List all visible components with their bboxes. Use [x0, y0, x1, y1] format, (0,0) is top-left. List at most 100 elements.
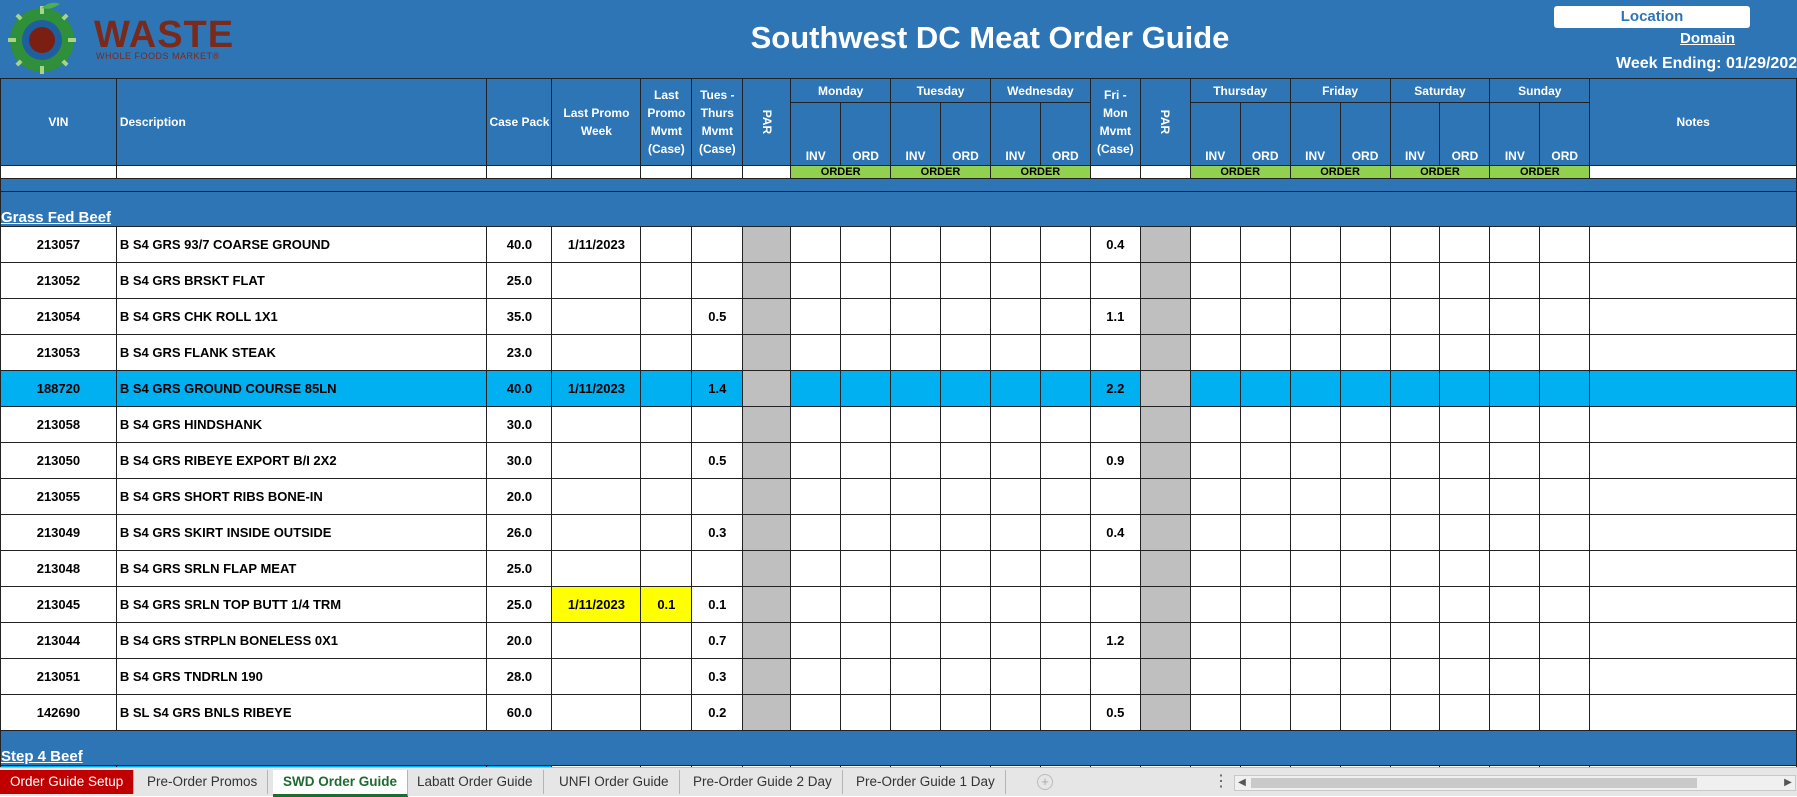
last-promo-mvmt-cell[interactable] — [640, 658, 693, 695]
inv-cell[interactable] — [790, 478, 842, 515]
par-cell[interactable] — [1139, 514, 1191, 551]
ord-cell[interactable] — [1539, 226, 1591, 263]
last-promo-week-cell[interactable]: 1/11/2023 — [551, 226, 642, 263]
ord-cell[interactable] — [1439, 622, 1491, 659]
fri-mon-mvmt-cell[interactable] — [1089, 406, 1141, 443]
ord-cell[interactable] — [1339, 550, 1391, 587]
ord-cell[interactable] — [940, 262, 991, 299]
ord-cell[interactable] — [840, 658, 892, 695]
inv-cell[interactable] — [890, 622, 942, 659]
par-cell[interactable] — [1139, 658, 1191, 695]
inv-cell[interactable] — [790, 694, 842, 731]
ord-cell[interactable] — [840, 406, 892, 443]
case-pack-cell[interactable]: 25.0 — [486, 550, 553, 587]
inv-cell[interactable] — [989, 694, 1041, 731]
ord-cell[interactable] — [1539, 478, 1591, 515]
inv-cell[interactable] — [890, 442, 942, 479]
case-pack-cell[interactable]: 20.0 — [486, 478, 553, 515]
inv-cell[interactable] — [1289, 262, 1341, 299]
notes-cell[interactable] — [1589, 622, 1797, 659]
notes-cell[interactable] — [1589, 406, 1797, 443]
last-promo-mvmt-cell[interactable] — [640, 694, 693, 731]
ord-cell[interactable] — [1339, 406, 1391, 443]
inv-cell[interactable] — [1189, 262, 1241, 299]
inv-cell[interactable] — [1289, 406, 1341, 443]
inv-cell[interactable] — [1389, 478, 1441, 515]
ord-cell[interactable] — [1339, 442, 1391, 479]
ord-cell[interactable] — [1239, 694, 1291, 731]
table-row[interactable]: 213045 B S4 GRS SRLN TOP BUTT 1/4 TRM 25.0… — [0, 586, 1797, 623]
notes-cell[interactable] — [1589, 694, 1797, 731]
ord-cell[interactable] — [1439, 478, 1491, 515]
inv-cell[interactable] — [1189, 442, 1241, 479]
table-row[interactable]: 213055 B S4 GRS SHORT RIBS BONE-IN 20.0 — [0, 478, 1797, 515]
inv-cell[interactable] — [890, 478, 942, 515]
ord-cell[interactable] — [1239, 334, 1291, 371]
inv-cell[interactable] — [1289, 478, 1341, 515]
vin-cell[interactable]: 213055 — [0, 478, 117, 515]
ord-cell[interactable] — [1039, 550, 1091, 587]
inv-cell[interactable] — [1289, 694, 1341, 731]
table-row[interactable]: 213058 B S4 GRS HINDSHANK 30.0 — [0, 406, 1797, 443]
table-row[interactable]: 213051 B S4 GRS TNDRLN 190 28.0 0.3 — [0, 658, 1797, 695]
inv-cell[interactable] — [989, 370, 1041, 407]
vin-cell[interactable]: 213052 — [0, 262, 117, 299]
inv-cell[interactable] — [1389, 298, 1441, 335]
inv-cell[interactable] — [989, 622, 1041, 659]
description-cell[interactable]: B S4 GRS SKIRT INSIDE OUTSIDE — [115, 514, 488, 551]
vin-cell[interactable]: 213049 — [0, 514, 117, 551]
description-cell[interactable]: B SL S4 GRS BNLS RIBEYE — [115, 694, 488, 731]
description-cell[interactable]: B S4 GRS RIBEYE EXPORT B/I 2X2 — [115, 442, 488, 479]
case-pack-cell[interactable]: 23.0 — [486, 334, 553, 371]
last-promo-week-cell[interactable] — [551, 334, 642, 371]
notes-cell[interactable] — [1589, 478, 1797, 515]
ord-cell[interactable] — [1339, 694, 1391, 731]
inv-cell[interactable] — [989, 226, 1041, 263]
notes-cell[interactable] — [1589, 226, 1797, 263]
table-row[interactable]: 213053 B S4 GRS FLANK STEAK 23.0 — [0, 334, 1797, 371]
ord-cell[interactable] — [1439, 370, 1491, 407]
tues-thurs-mvmt-cell[interactable] — [691, 478, 744, 515]
last-promo-week-cell[interactable] — [551, 298, 642, 335]
inv-cell[interactable] — [1489, 658, 1541, 695]
inv-cell[interactable] — [1489, 226, 1541, 263]
inv-cell[interactable] — [1289, 370, 1341, 407]
tab-pre-order-guide-2-day[interactable]: Pre-Order Guide 2 Day — [683, 770, 843, 794]
last-promo-mvmt-cell[interactable] — [640, 370, 693, 407]
last-promo-mvmt-cell[interactable]: 0.1 — [640, 586, 693, 623]
last-promo-mvmt-cell[interactable] — [640, 262, 693, 299]
inv-cell[interactable] — [790, 442, 842, 479]
tab-labatt-order-guide[interactable]: Labatt Order Guide — [407, 770, 544, 794]
inv-cell[interactable] — [890, 550, 942, 587]
inv-cell[interactable] — [1189, 658, 1241, 695]
inv-cell[interactable] — [1289, 514, 1341, 551]
inv-cell[interactable] — [790, 334, 842, 371]
ord-cell[interactable] — [1239, 262, 1291, 299]
tues-thurs-mvmt-cell[interactable]: 0.5 — [691, 298, 744, 335]
last-promo-mvmt-cell[interactable] — [640, 550, 693, 587]
case-pack-cell[interactable]: 28.0 — [486, 658, 553, 695]
inv-cell[interactable] — [1189, 226, 1241, 263]
scroll-right-icon[interactable]: ▶ — [1784, 777, 1792, 788]
inv-cell[interactable] — [790, 550, 842, 587]
notes-cell[interactable] — [1589, 298, 1797, 335]
case-pack-cell[interactable]: 35.0 — [486, 298, 553, 335]
inv-cell[interactable] — [1489, 334, 1541, 371]
ord-cell[interactable] — [1239, 658, 1291, 695]
inv-cell[interactable] — [1289, 586, 1341, 623]
par-cell[interactable] — [742, 298, 792, 335]
tab-swd-order-guide[interactable]: SWD Order Guide — [273, 770, 409, 797]
ord-cell[interactable] — [1039, 406, 1091, 443]
notes-cell[interactable] — [1589, 586, 1797, 623]
par-cell[interactable] — [1139, 298, 1191, 335]
inv-cell[interactable] — [1389, 658, 1441, 695]
par-cell[interactable] — [742, 406, 792, 443]
ord-cell[interactable] — [1539, 514, 1591, 551]
par-cell[interactable] — [742, 442, 792, 479]
ord-cell[interactable] — [1039, 334, 1091, 371]
ord-cell[interactable] — [840, 622, 892, 659]
inv-cell[interactable] — [790, 658, 842, 695]
ord-cell[interactable] — [1239, 622, 1291, 659]
last-promo-mvmt-cell[interactable] — [640, 226, 693, 263]
par-cell[interactable] — [742, 226, 792, 263]
